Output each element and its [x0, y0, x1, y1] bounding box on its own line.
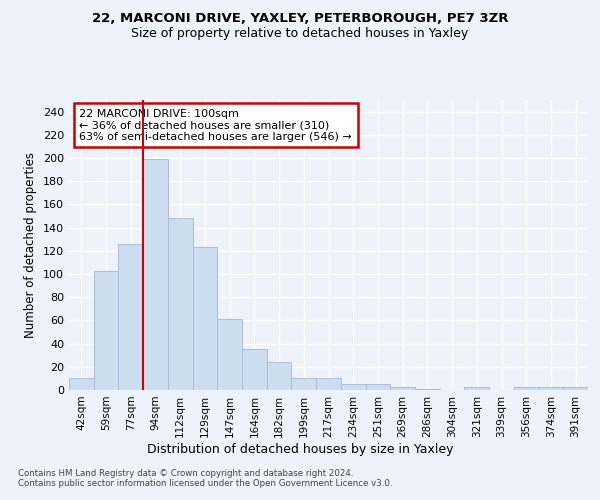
Bar [464, 386, 489, 390]
Text: Contains public sector information licensed under the Open Government Licence v3: Contains public sector information licen… [18, 478, 392, 488]
Bar [168, 218, 193, 390]
Bar [94, 270, 118, 390]
Text: Distribution of detached houses by size in Yaxley: Distribution of detached houses by size … [147, 442, 453, 456]
Bar [242, 350, 267, 390]
Bar [292, 378, 316, 390]
Text: 22, MARCONI DRIVE, YAXLEY, PETERBOROUGH, PE7 3ZR: 22, MARCONI DRIVE, YAXLEY, PETERBOROUGH,… [92, 12, 508, 26]
Bar [563, 386, 588, 390]
Bar [193, 248, 217, 390]
Bar [390, 386, 415, 390]
Text: 22 MARCONI DRIVE: 100sqm
← 36% of detached houses are smaller (310)
63% of semi-: 22 MARCONI DRIVE: 100sqm ← 36% of detach… [79, 108, 352, 142]
Text: Size of property relative to detached houses in Yaxley: Size of property relative to detached ho… [131, 28, 469, 40]
Bar [415, 389, 440, 390]
Bar [316, 378, 341, 390]
Y-axis label: Number of detached properties: Number of detached properties [25, 152, 37, 338]
Bar [514, 386, 539, 390]
Bar [539, 386, 563, 390]
Bar [365, 384, 390, 390]
Bar [267, 362, 292, 390]
Bar [341, 384, 365, 390]
Text: Contains HM Land Registry data © Crown copyright and database right 2024.: Contains HM Land Registry data © Crown c… [18, 468, 353, 477]
Bar [217, 319, 242, 390]
Bar [143, 159, 168, 390]
Bar [118, 244, 143, 390]
Bar [69, 378, 94, 390]
